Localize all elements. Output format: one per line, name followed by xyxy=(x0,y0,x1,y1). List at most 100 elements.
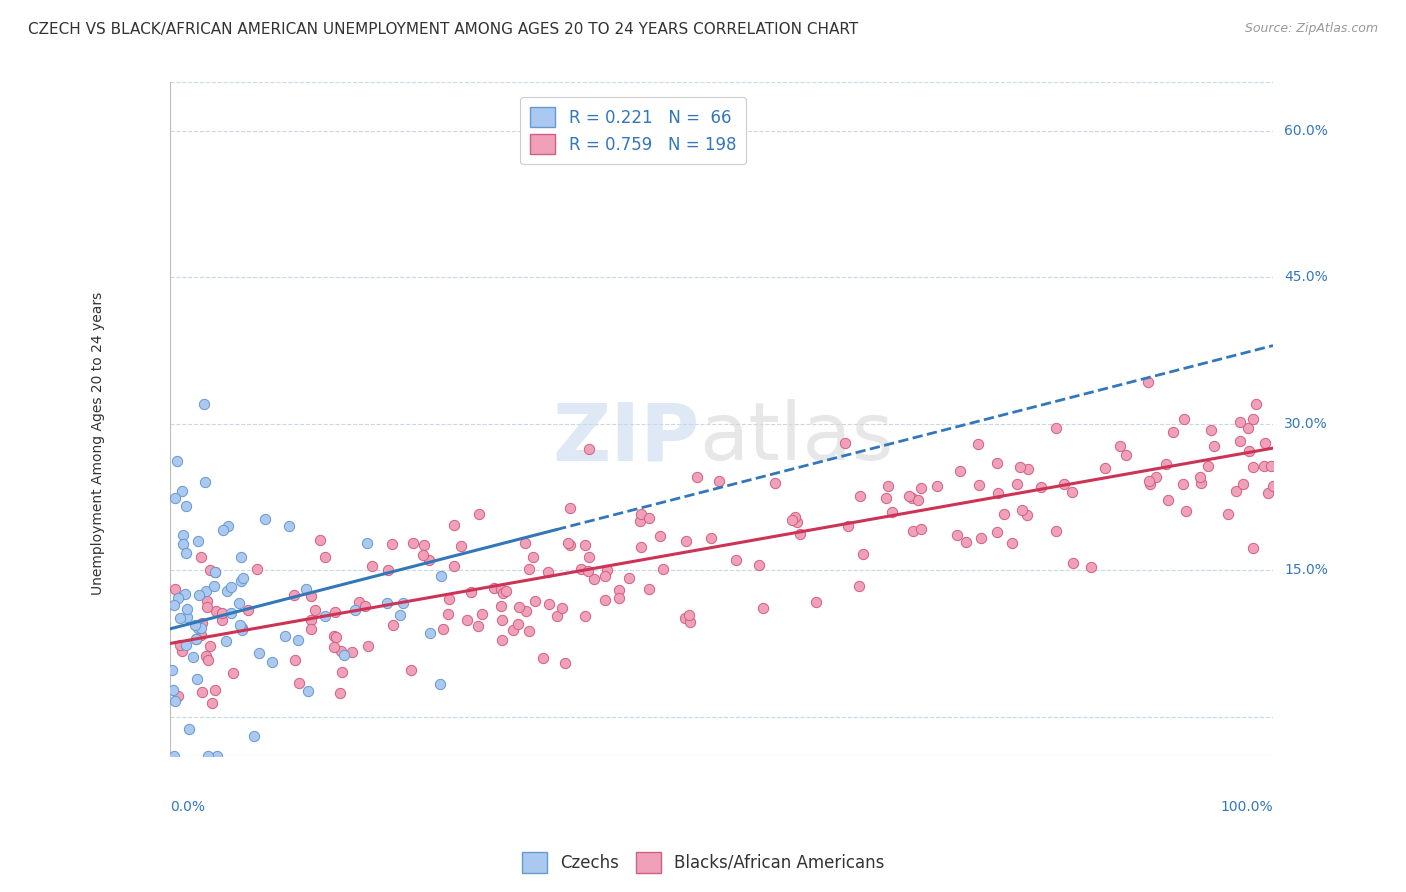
Point xyxy=(467,618,489,632)
Point xyxy=(1109,439,1132,453)
Point xyxy=(314,609,336,624)
Point xyxy=(283,588,305,602)
Text: Source: ZipAtlas.com: Source: ZipAtlas.com xyxy=(1244,22,1378,36)
Point xyxy=(880,505,903,519)
Point xyxy=(471,607,494,621)
Point xyxy=(596,563,619,577)
Point xyxy=(314,549,336,564)
Point xyxy=(325,630,347,644)
Point xyxy=(508,599,530,614)
Point xyxy=(330,665,353,680)
Point xyxy=(295,582,318,596)
Point xyxy=(537,565,560,579)
Point xyxy=(204,565,226,579)
Point xyxy=(1232,476,1254,491)
Point xyxy=(174,499,197,513)
Point xyxy=(986,525,1008,540)
Point xyxy=(195,593,218,607)
Point xyxy=(558,538,581,552)
Point xyxy=(163,599,186,613)
Point xyxy=(557,536,579,550)
Point xyxy=(630,540,652,554)
Point xyxy=(167,591,190,605)
Point xyxy=(1257,486,1279,500)
Point xyxy=(194,475,217,490)
Point xyxy=(848,579,870,593)
Point xyxy=(399,663,422,677)
Point xyxy=(190,550,212,565)
Point xyxy=(515,604,537,618)
Point xyxy=(502,623,524,637)
Point xyxy=(357,639,380,653)
Point xyxy=(177,723,200,737)
Point xyxy=(1005,477,1028,491)
Point xyxy=(789,527,811,541)
Point xyxy=(763,476,786,491)
Point xyxy=(173,587,195,601)
Point xyxy=(200,639,222,653)
Point xyxy=(247,646,270,660)
Point xyxy=(170,483,193,498)
Point xyxy=(849,490,872,504)
Point xyxy=(356,535,378,549)
Point xyxy=(260,655,283,669)
Point xyxy=(429,677,451,691)
Point xyxy=(1199,423,1222,437)
Point xyxy=(413,538,436,552)
Point xyxy=(186,672,208,686)
Point xyxy=(232,571,254,585)
Point xyxy=(1137,474,1160,488)
Point xyxy=(678,608,700,623)
Point xyxy=(254,511,277,525)
Point xyxy=(491,613,513,627)
Point xyxy=(191,685,214,699)
Point xyxy=(238,603,260,617)
Point xyxy=(1080,559,1102,574)
Point xyxy=(1001,536,1024,550)
Point xyxy=(204,565,226,579)
Point xyxy=(163,582,186,597)
Point xyxy=(381,536,404,550)
Point xyxy=(1244,397,1267,411)
Point xyxy=(162,664,184,678)
Point xyxy=(686,470,709,484)
Legend: R = 0.221   N =  66, R = 0.759   N = 198: R = 0.221 N = 66, R = 0.759 N = 198 xyxy=(520,97,747,164)
Point xyxy=(522,550,544,565)
Point xyxy=(531,651,554,665)
Point xyxy=(412,548,434,562)
Point xyxy=(217,519,239,533)
Point xyxy=(607,582,630,597)
Point xyxy=(1241,459,1264,474)
Point xyxy=(184,632,207,647)
Point xyxy=(986,456,1008,470)
Point xyxy=(284,653,307,667)
Point xyxy=(1060,484,1083,499)
Point xyxy=(751,601,773,615)
Point xyxy=(201,696,224,710)
Point xyxy=(297,683,319,698)
Point xyxy=(910,522,932,536)
Point xyxy=(578,550,600,565)
Point xyxy=(323,605,346,619)
Point xyxy=(215,633,238,648)
Point xyxy=(188,588,211,602)
Point xyxy=(197,748,219,763)
Point xyxy=(219,580,242,594)
Text: Unemployment Among Ages 20 to 24 years: Unemployment Among Ages 20 to 24 years xyxy=(91,292,105,595)
Point xyxy=(299,622,322,636)
Text: ZIP: ZIP xyxy=(553,400,700,477)
Point xyxy=(679,615,702,629)
Point xyxy=(877,479,900,493)
Point xyxy=(675,534,697,549)
Point xyxy=(277,519,299,533)
Point xyxy=(419,626,441,640)
Point xyxy=(174,546,197,560)
Point xyxy=(309,533,332,547)
Point xyxy=(170,644,193,658)
Text: CZECH VS BLACK/AFRICAN AMERICAN UNEMPLOYMENT AMONG AGES 20 TO 24 YEARS CORRELATI: CZECH VS BLACK/AFRICAN AMERICAN UNEMPLOY… xyxy=(28,22,859,37)
Point xyxy=(287,633,309,648)
Text: 45.0%: 45.0% xyxy=(1284,270,1327,285)
Point xyxy=(593,568,616,582)
Point xyxy=(211,613,233,627)
Point xyxy=(197,653,219,667)
